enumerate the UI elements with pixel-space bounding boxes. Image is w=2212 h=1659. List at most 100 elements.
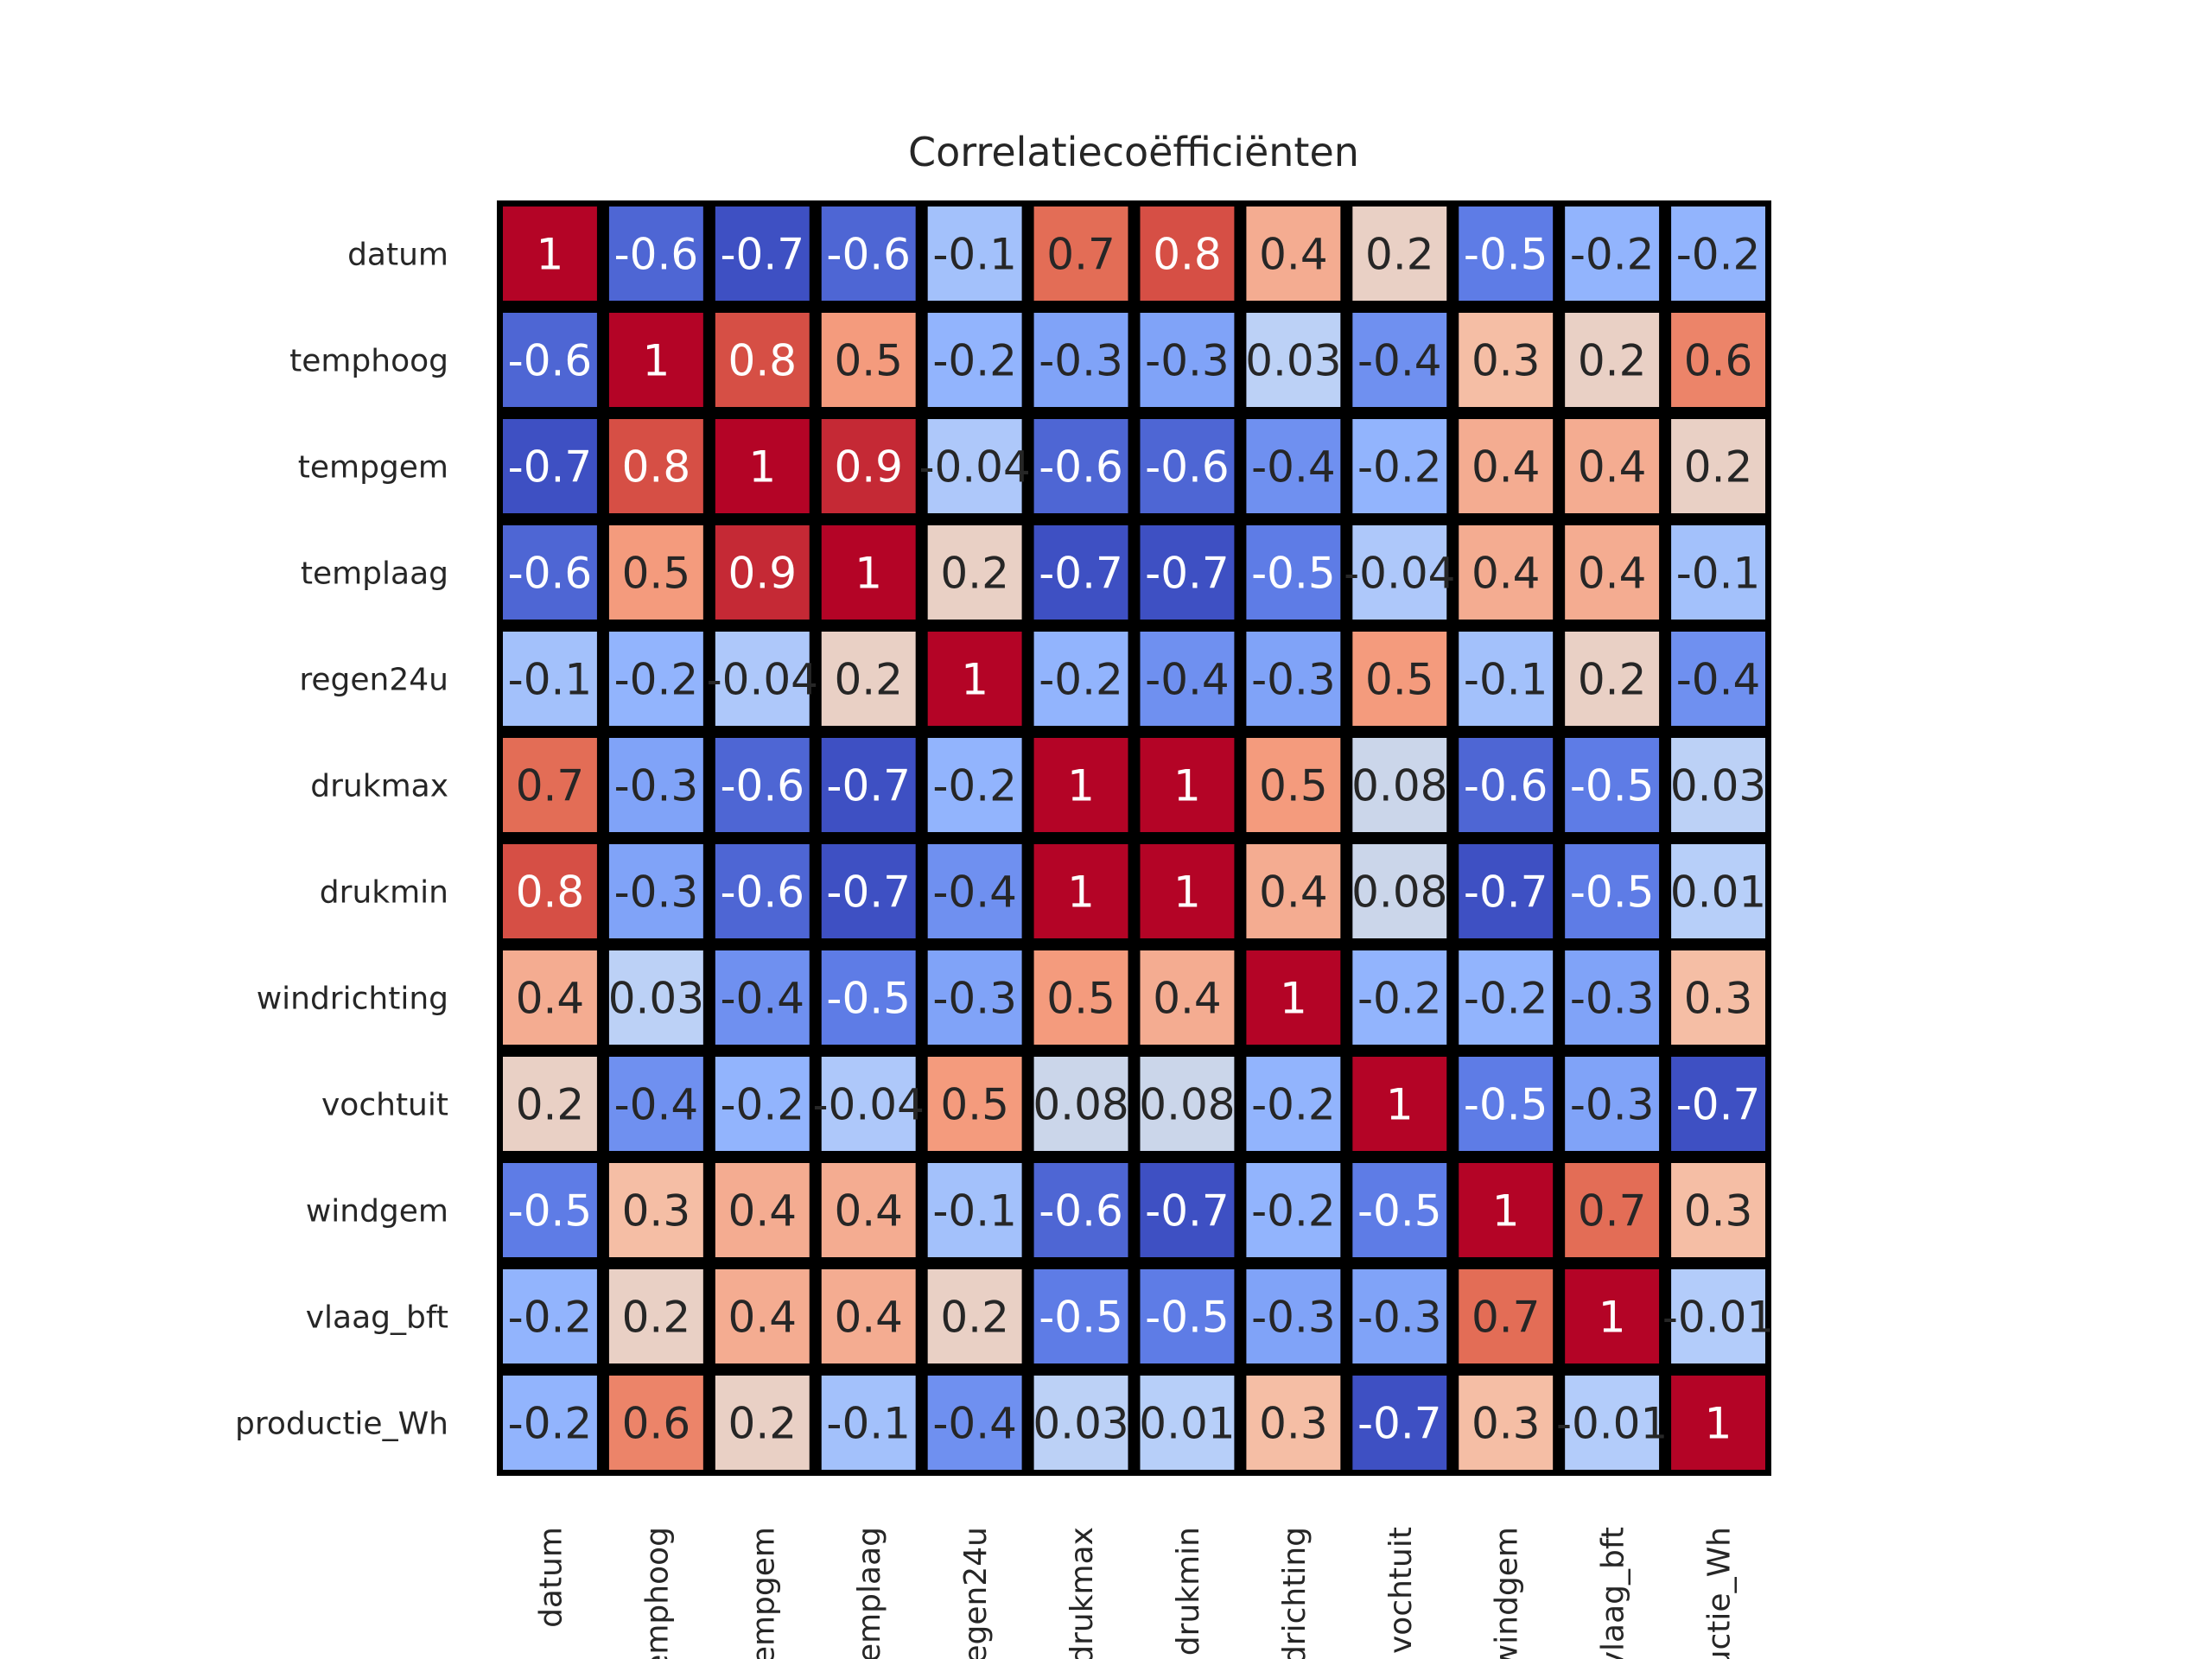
cell-value-label: 0.4 bbox=[1471, 549, 1541, 599]
cell-value-label: 0.2 bbox=[516, 1080, 585, 1130]
cell-value-label: -0.3 bbox=[614, 761, 699, 811]
x-tick-label: temphoog bbox=[639, 1527, 675, 1659]
heatmap-cell bbox=[821, 738, 916, 832]
cell-value-label: -0.5 bbox=[1464, 1080, 1548, 1130]
heatmap-cell bbox=[608, 950, 703, 1045]
cell-value-label: 0.7 bbox=[1471, 1293, 1541, 1343]
heatmap-cell bbox=[608, 844, 703, 938]
heatmap-cell bbox=[1246, 419, 1341, 513]
cell-value-label: 0.7 bbox=[1046, 230, 1116, 280]
y-tick-label: drukmin bbox=[320, 875, 448, 911]
heatmap-cell bbox=[503, 207, 597, 301]
heatmap-cell bbox=[1565, 419, 1660, 513]
x-tick-label: templaag bbox=[852, 1527, 887, 1659]
heatmap-cell bbox=[1459, 1057, 1554, 1151]
cell-value-label: -0.7 bbox=[1676, 1080, 1761, 1130]
cell-value-label: -0.4 bbox=[1251, 442, 1336, 493]
cell-value-label: -0.1 bbox=[1676, 549, 1761, 599]
x-tick-label: regen24u bbox=[958, 1527, 994, 1659]
heatmap-cell bbox=[503, 950, 597, 1045]
heatmap-cell bbox=[1246, 313, 1341, 407]
y-tick-label: datum bbox=[347, 238, 448, 273]
cell-value-label: 1 bbox=[748, 442, 776, 493]
cell-value-label: 0.2 bbox=[834, 655, 903, 705]
cell-value-label: -0.4 bbox=[721, 974, 805, 1024]
cell-value-label: -0.01 bbox=[1662, 1293, 1774, 1343]
heatmap-cell bbox=[1459, 738, 1554, 832]
cell-value-label: 0.08 bbox=[1139, 1080, 1235, 1130]
heatmap-cell bbox=[821, 1163, 916, 1257]
heatmap-cell bbox=[1565, 207, 1660, 301]
y-tick-label: regen24u bbox=[299, 663, 448, 698]
cell-value-label: 0.5 bbox=[1259, 761, 1328, 811]
heatmap-cell bbox=[608, 1376, 703, 1470]
x-tick-label: windgem bbox=[1490, 1527, 1525, 1659]
heatmap-cell bbox=[715, 1376, 810, 1470]
heatmap-cell bbox=[715, 313, 810, 407]
cell-value-label: -0.7 bbox=[508, 442, 593, 493]
heatmap-cell bbox=[821, 1376, 916, 1470]
cell-value-label: 0.5 bbox=[1046, 974, 1116, 1024]
heatmap-cell bbox=[1565, 950, 1660, 1045]
cell-value-label: 0.2 bbox=[1578, 336, 1647, 386]
heatmap-cell bbox=[1671, 207, 1765, 301]
cell-value-label: 0.8 bbox=[622, 442, 691, 493]
heatmap-cell bbox=[715, 207, 810, 301]
heatmap-cell bbox=[1565, 1269, 1660, 1363]
cell-value-label: -0.5 bbox=[1570, 761, 1655, 811]
cell-value-label: 0.4 bbox=[1578, 549, 1647, 599]
cell-value-label: -0.5 bbox=[1251, 549, 1336, 599]
heatmap-cell bbox=[1352, 313, 1447, 407]
x-tick-label: drukmin bbox=[1171, 1527, 1206, 1656]
heatmap-cell bbox=[821, 844, 916, 938]
cell-value-label: 1 bbox=[961, 655, 988, 705]
y-tick-label: vlaag_bft bbox=[306, 1300, 448, 1336]
heatmap-cell bbox=[1140, 1376, 1235, 1470]
cell-value-label: 0.4 bbox=[728, 1293, 798, 1343]
cell-value-label: 0.5 bbox=[834, 336, 903, 386]
cell-value-label: -0.4 bbox=[1145, 655, 1230, 705]
cell-value-label: 0.4 bbox=[1578, 442, 1647, 493]
heatmap-cell bbox=[927, 950, 1022, 1045]
heatmap-cell bbox=[503, 525, 597, 620]
heatmap-cell bbox=[608, 1269, 703, 1363]
heatmap-cell bbox=[1246, 632, 1341, 726]
heatmap-cell bbox=[1352, 738, 1447, 832]
heatmap-cell bbox=[715, 1057, 810, 1151]
cell-value-label: -0.2 bbox=[932, 336, 1017, 386]
cell-value-label: -0.6 bbox=[1464, 761, 1548, 811]
cell-value-label: -0.5 bbox=[1464, 230, 1548, 280]
heatmap-cell bbox=[1246, 950, 1341, 1045]
heatmap-cell bbox=[1565, 1376, 1660, 1470]
heatmap-cell bbox=[715, 632, 810, 726]
heatmap-cell bbox=[821, 1057, 916, 1151]
heatmap-cell bbox=[1565, 1163, 1660, 1257]
heatmap-cell bbox=[1246, 1163, 1341, 1257]
heatmap-cell bbox=[503, 1269, 597, 1363]
heatmap-cell bbox=[715, 950, 810, 1045]
heatmap-cell bbox=[1565, 844, 1660, 938]
cell-value-label: 0.4 bbox=[1259, 868, 1328, 918]
cell-value-label: -0.5 bbox=[826, 974, 911, 1024]
cell-value-label: -0.3 bbox=[1570, 974, 1655, 1024]
cell-value-label: 0.01 bbox=[1670, 868, 1766, 918]
cell-value-label: -0.7 bbox=[826, 868, 911, 918]
heatmap-cell bbox=[715, 844, 810, 938]
cell-value-label: 0.8 bbox=[1153, 230, 1222, 280]
y-tick-label: productie_Wh bbox=[235, 1407, 448, 1442]
heatmap-cell bbox=[821, 419, 916, 513]
x-tick-label: tempgem bbox=[746, 1527, 781, 1659]
heatmap-cell bbox=[1246, 525, 1341, 620]
heatmap-cell bbox=[821, 207, 916, 301]
cell-value-label: -0.7 bbox=[1039, 549, 1123, 599]
heatmap-cell bbox=[1352, 525, 1447, 620]
y-tick-label: temphoog bbox=[289, 344, 448, 379]
heatmap-cell bbox=[503, 632, 597, 726]
heatmap-cell bbox=[1671, 1057, 1765, 1151]
cell-value-label: 0.2 bbox=[1578, 655, 1647, 705]
heatmap-cell bbox=[1352, 844, 1447, 938]
cell-value-label: 0.4 bbox=[1471, 442, 1541, 493]
heatmap-cell bbox=[715, 738, 810, 832]
cell-value-label: 1 bbox=[855, 549, 882, 599]
cell-value-label: 1 bbox=[1599, 1293, 1626, 1343]
